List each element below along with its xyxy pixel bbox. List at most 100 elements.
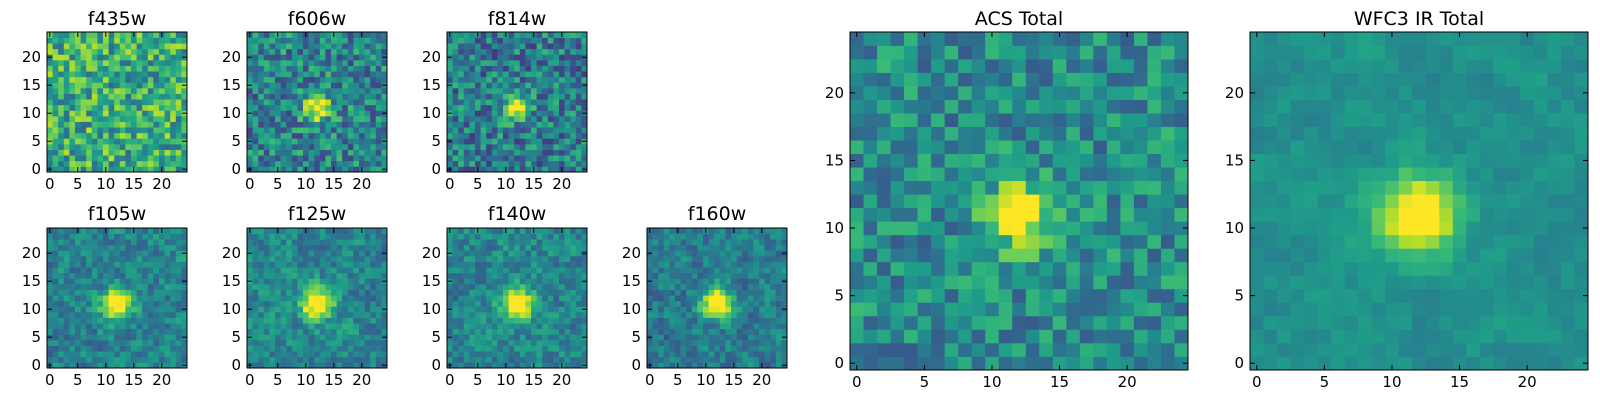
heatmap-cells [247,228,388,369]
heatmap-cell [581,233,588,240]
heatmap-cell [314,88,321,94]
heatmap-cell [52,261,59,268]
heatmap-cell [80,289,87,296]
heatmap-cell [136,60,143,66]
heatmap-cell [570,267,577,274]
heatmap-cell [91,295,98,302]
heatmap-cell [164,312,171,318]
heatmap-cell [269,312,276,318]
heatmap-cell [1025,302,1040,317]
heatmap-cell [503,317,509,324]
heatmap-cell [342,306,349,313]
heatmap-cell [286,71,293,78]
heatmap-cell [725,323,732,330]
heatmap-cell [91,306,98,313]
heatmap-cell [1066,261,1081,276]
heatmap-cell [1120,194,1135,209]
heatmap-cell [131,300,137,307]
heatmap-cell [370,155,377,162]
heatmap-cell [308,37,315,44]
heatmap-cell [164,244,171,251]
heatmap-cell [103,334,109,341]
heatmap-cell [263,138,270,145]
heatmap-cell [114,351,121,358]
heatmap-cell [303,54,309,61]
y-tick-label: 0 [631,356,641,374]
heatmap-cell [80,82,87,89]
heatmap-cell [175,127,182,134]
heatmap-cell [275,54,281,61]
heatmap-cell [247,43,253,50]
heatmap-cell [486,228,493,234]
heatmap-cell [731,272,737,279]
heatmap-cell [463,356,470,363]
heatmap-cell [275,278,281,285]
heatmap-cell [503,65,509,72]
heatmap-cell [652,306,659,313]
heatmap-cell [114,356,121,363]
heatmap-cell [519,43,526,50]
heatmap-cell [680,267,687,274]
heatmap-cell [69,300,76,307]
heatmap-cell [747,323,754,330]
heatmap-cell [153,104,160,111]
heatmap-cell [764,328,771,335]
heatmap-cell [359,233,365,240]
heatmap-cell [364,256,371,262]
heatmap-cell [63,88,70,94]
heatmap-cell [364,160,371,167]
heatmap-cell [542,267,549,274]
heatmap-cell [303,37,309,44]
heatmap-cell [575,272,582,279]
heatmap-cell [97,76,104,83]
heatmap-cell [503,356,509,363]
y-tick-label: 10 [622,300,641,318]
heatmap-cell [575,328,582,335]
heatmap-cell [850,221,864,236]
heatmap-cell [686,362,693,369]
heatmap-cell [308,284,315,290]
heatmap-cell [753,233,760,240]
heatmap-cell [319,71,326,78]
heatmap-cell [581,356,588,363]
heatmap-cell [1120,261,1135,276]
heatmap-cell [142,334,149,341]
heatmap-cell [91,272,98,279]
heatmap-cell [747,228,754,234]
heatmap-cell [308,76,315,83]
heatmap-cell [491,99,498,106]
heatmap-cell [753,284,760,290]
heatmap-cell [114,37,121,44]
heatmap-cell [375,306,382,313]
heatmap-cell [47,256,53,262]
heatmap-cell [1066,315,1081,330]
heatmap-cell [691,323,698,330]
heatmap-cell [63,261,70,268]
heatmap-cell [559,37,565,44]
heatmap-cell [131,334,137,341]
heatmap-cell [863,234,878,249]
heatmap-cell [131,306,137,313]
heatmap-cell [52,312,59,318]
heatmap-cell [136,306,143,313]
heatmap-cell [252,110,259,117]
heatmap-cell [564,127,571,134]
heatmap-cell [314,149,321,156]
heatmap-cell [370,323,377,330]
heatmap-cell [164,71,171,78]
heatmap-cell [877,275,891,290]
heatmap-cell [475,356,481,363]
heatmap-cell [985,302,1000,317]
heatmap-cell [80,228,87,234]
heatmap-cell [97,278,104,285]
heatmap-cell [452,272,459,279]
heatmap-cell [514,37,521,44]
heatmap-cell [97,82,104,89]
heatmap-cell [142,312,149,318]
heatmap-cell [136,116,143,122]
heatmap-cell [753,267,760,274]
heatmap-cell [103,116,109,122]
heatmap-cell [542,356,549,363]
heatmap-cell [319,37,326,44]
heatmap-cell [136,82,143,89]
